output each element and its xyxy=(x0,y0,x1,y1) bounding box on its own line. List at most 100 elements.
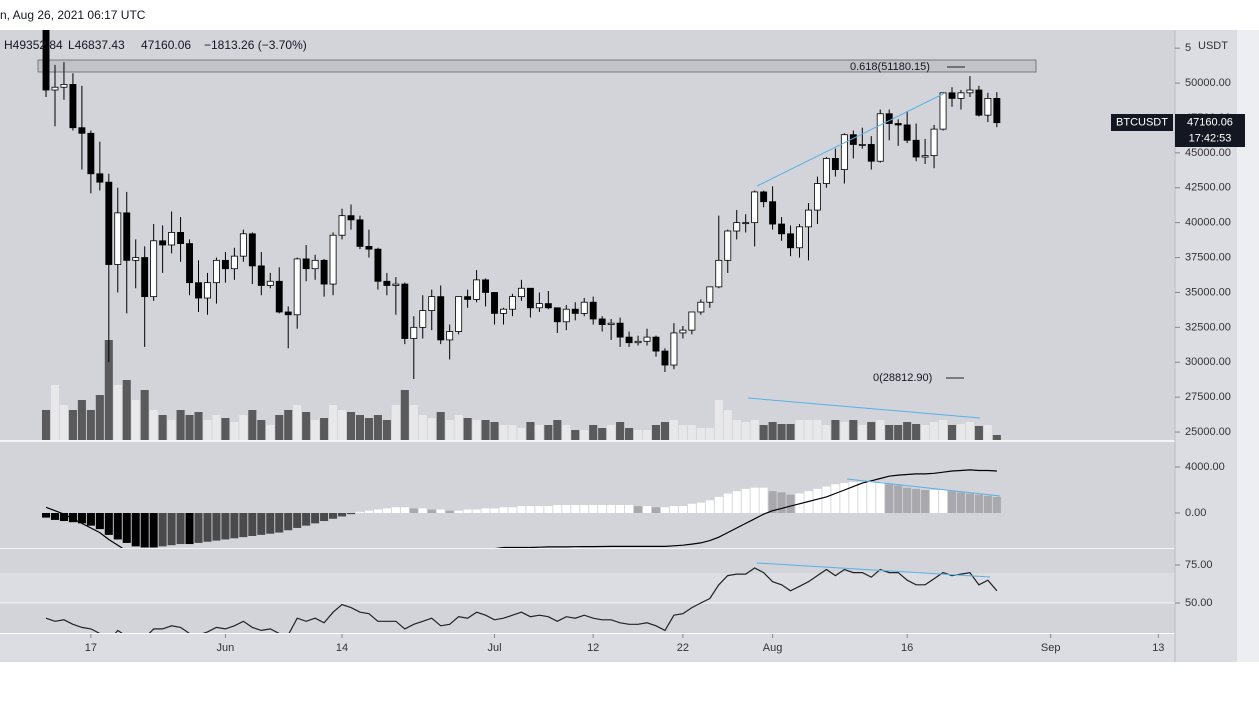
volume-bar xyxy=(616,422,625,440)
candle-body xyxy=(948,92,956,99)
volume-bar xyxy=(822,425,831,440)
volume-bar xyxy=(284,410,293,440)
volume-bar xyxy=(598,428,607,440)
candle-body xyxy=(939,92,947,130)
volume-bar xyxy=(68,410,77,440)
volume-bar xyxy=(346,412,356,440)
currency: USDT xyxy=(1198,40,1228,52)
macd-histogram-bar xyxy=(616,504,625,514)
candle-body xyxy=(876,113,884,162)
macd-histogram-bar xyxy=(311,513,320,524)
candle-body xyxy=(168,232,176,246)
volume-bar xyxy=(382,420,391,440)
macd-tick-label: 0.00 xyxy=(1185,507,1206,519)
volume-bar xyxy=(122,380,131,440)
candle-body xyxy=(751,191,759,224)
macd-histogram-bar xyxy=(571,504,580,514)
macd-histogram-bar xyxy=(284,513,293,531)
volume-bar xyxy=(840,422,849,440)
volume-bar xyxy=(580,430,589,440)
time-axis xyxy=(0,634,1175,662)
candle-body xyxy=(688,311,696,331)
candle-body xyxy=(607,322,615,325)
macd-histogram-bar xyxy=(59,513,68,522)
price-tick-label: 37500.00 xyxy=(1185,251,1231,263)
macd-histogram-bar xyxy=(831,484,840,514)
volume-bar xyxy=(947,425,957,440)
price-tag xyxy=(1175,114,1245,147)
candle-body xyxy=(329,234,337,285)
macd-histogram-bar xyxy=(346,513,356,515)
macd-histogram-bar xyxy=(598,504,607,514)
volume-bar xyxy=(921,425,930,440)
macd-histogram-bar xyxy=(921,490,930,514)
candle-body xyxy=(706,286,714,303)
price-tick-label: 35000.00 xyxy=(1185,286,1231,298)
candle-body xyxy=(509,296,516,310)
volume-bar xyxy=(427,418,436,440)
macd-histogram-bar xyxy=(885,484,894,514)
candle-body xyxy=(517,287,525,298)
macd-histogram-bar xyxy=(651,507,661,514)
macd-histogram-bar xyxy=(364,510,373,514)
candle-body xyxy=(446,331,454,341)
x-tick-label: 12 xyxy=(587,642,599,654)
volume-bar xyxy=(858,425,867,440)
x-tick-label: 13 xyxy=(1152,642,1164,654)
volume-bar xyxy=(86,410,95,440)
candle-body xyxy=(813,183,821,211)
candle-body xyxy=(921,155,929,158)
macd-histogram-bar xyxy=(68,513,77,523)
volume-bar xyxy=(956,424,966,440)
price-tick-label: 27500.00 xyxy=(1185,391,1231,403)
volume-bar xyxy=(885,425,894,440)
volume-bar xyxy=(293,405,302,440)
candle-body xyxy=(742,222,750,225)
candle-body xyxy=(526,287,534,309)
volume-bar xyxy=(275,415,284,440)
macd-histogram-bar xyxy=(257,513,266,535)
volume-bar xyxy=(373,415,382,440)
volume-bar xyxy=(140,390,149,440)
candle-body xyxy=(715,259,723,288)
candle-body xyxy=(141,257,149,298)
candle-body xyxy=(894,123,902,126)
volume-bar xyxy=(391,405,400,440)
macd-histogram-bar xyxy=(741,488,750,514)
volume-bar xyxy=(660,422,669,440)
candle-body xyxy=(760,191,768,203)
candle-body xyxy=(293,258,301,316)
macd-histogram-bar xyxy=(113,513,122,540)
macd-histogram-bar xyxy=(849,481,858,514)
x-tick-label: Aug xyxy=(763,642,783,654)
volume-bar xyxy=(302,412,311,440)
candle-body xyxy=(473,279,481,300)
candle-body xyxy=(428,296,436,311)
macd-line xyxy=(45,469,997,548)
volume-bar xyxy=(750,420,759,440)
macd-histogram-bar xyxy=(840,483,849,514)
candle-body xyxy=(455,296,463,332)
macd-histogram-bar xyxy=(499,507,508,514)
candle-body xyxy=(204,282,211,299)
candle-body xyxy=(500,308,507,314)
volume-bar xyxy=(230,422,239,440)
last-price: 47160.06 xyxy=(1187,116,1233,128)
macd-histogram-bar xyxy=(930,490,939,514)
symbol: BTCUSDT xyxy=(1116,116,1168,128)
macd-histogram-bar xyxy=(50,513,60,520)
macd-histogram-bar xyxy=(400,507,409,514)
volume-bar xyxy=(329,405,338,440)
candle-body xyxy=(670,332,678,366)
macd-histogram-bar xyxy=(418,508,427,514)
macd-histogram-bar xyxy=(876,481,885,514)
volume-bar xyxy=(508,425,517,440)
volume-bar xyxy=(409,405,418,440)
volume-bar xyxy=(149,410,158,440)
volume-bar xyxy=(795,420,804,440)
macd-histogram-bar xyxy=(77,513,86,524)
volume-bar xyxy=(669,420,678,440)
macd-histogram-bar xyxy=(544,506,553,514)
ohlc-close: 47160.06 xyxy=(141,38,191,52)
candle-body xyxy=(535,303,543,309)
